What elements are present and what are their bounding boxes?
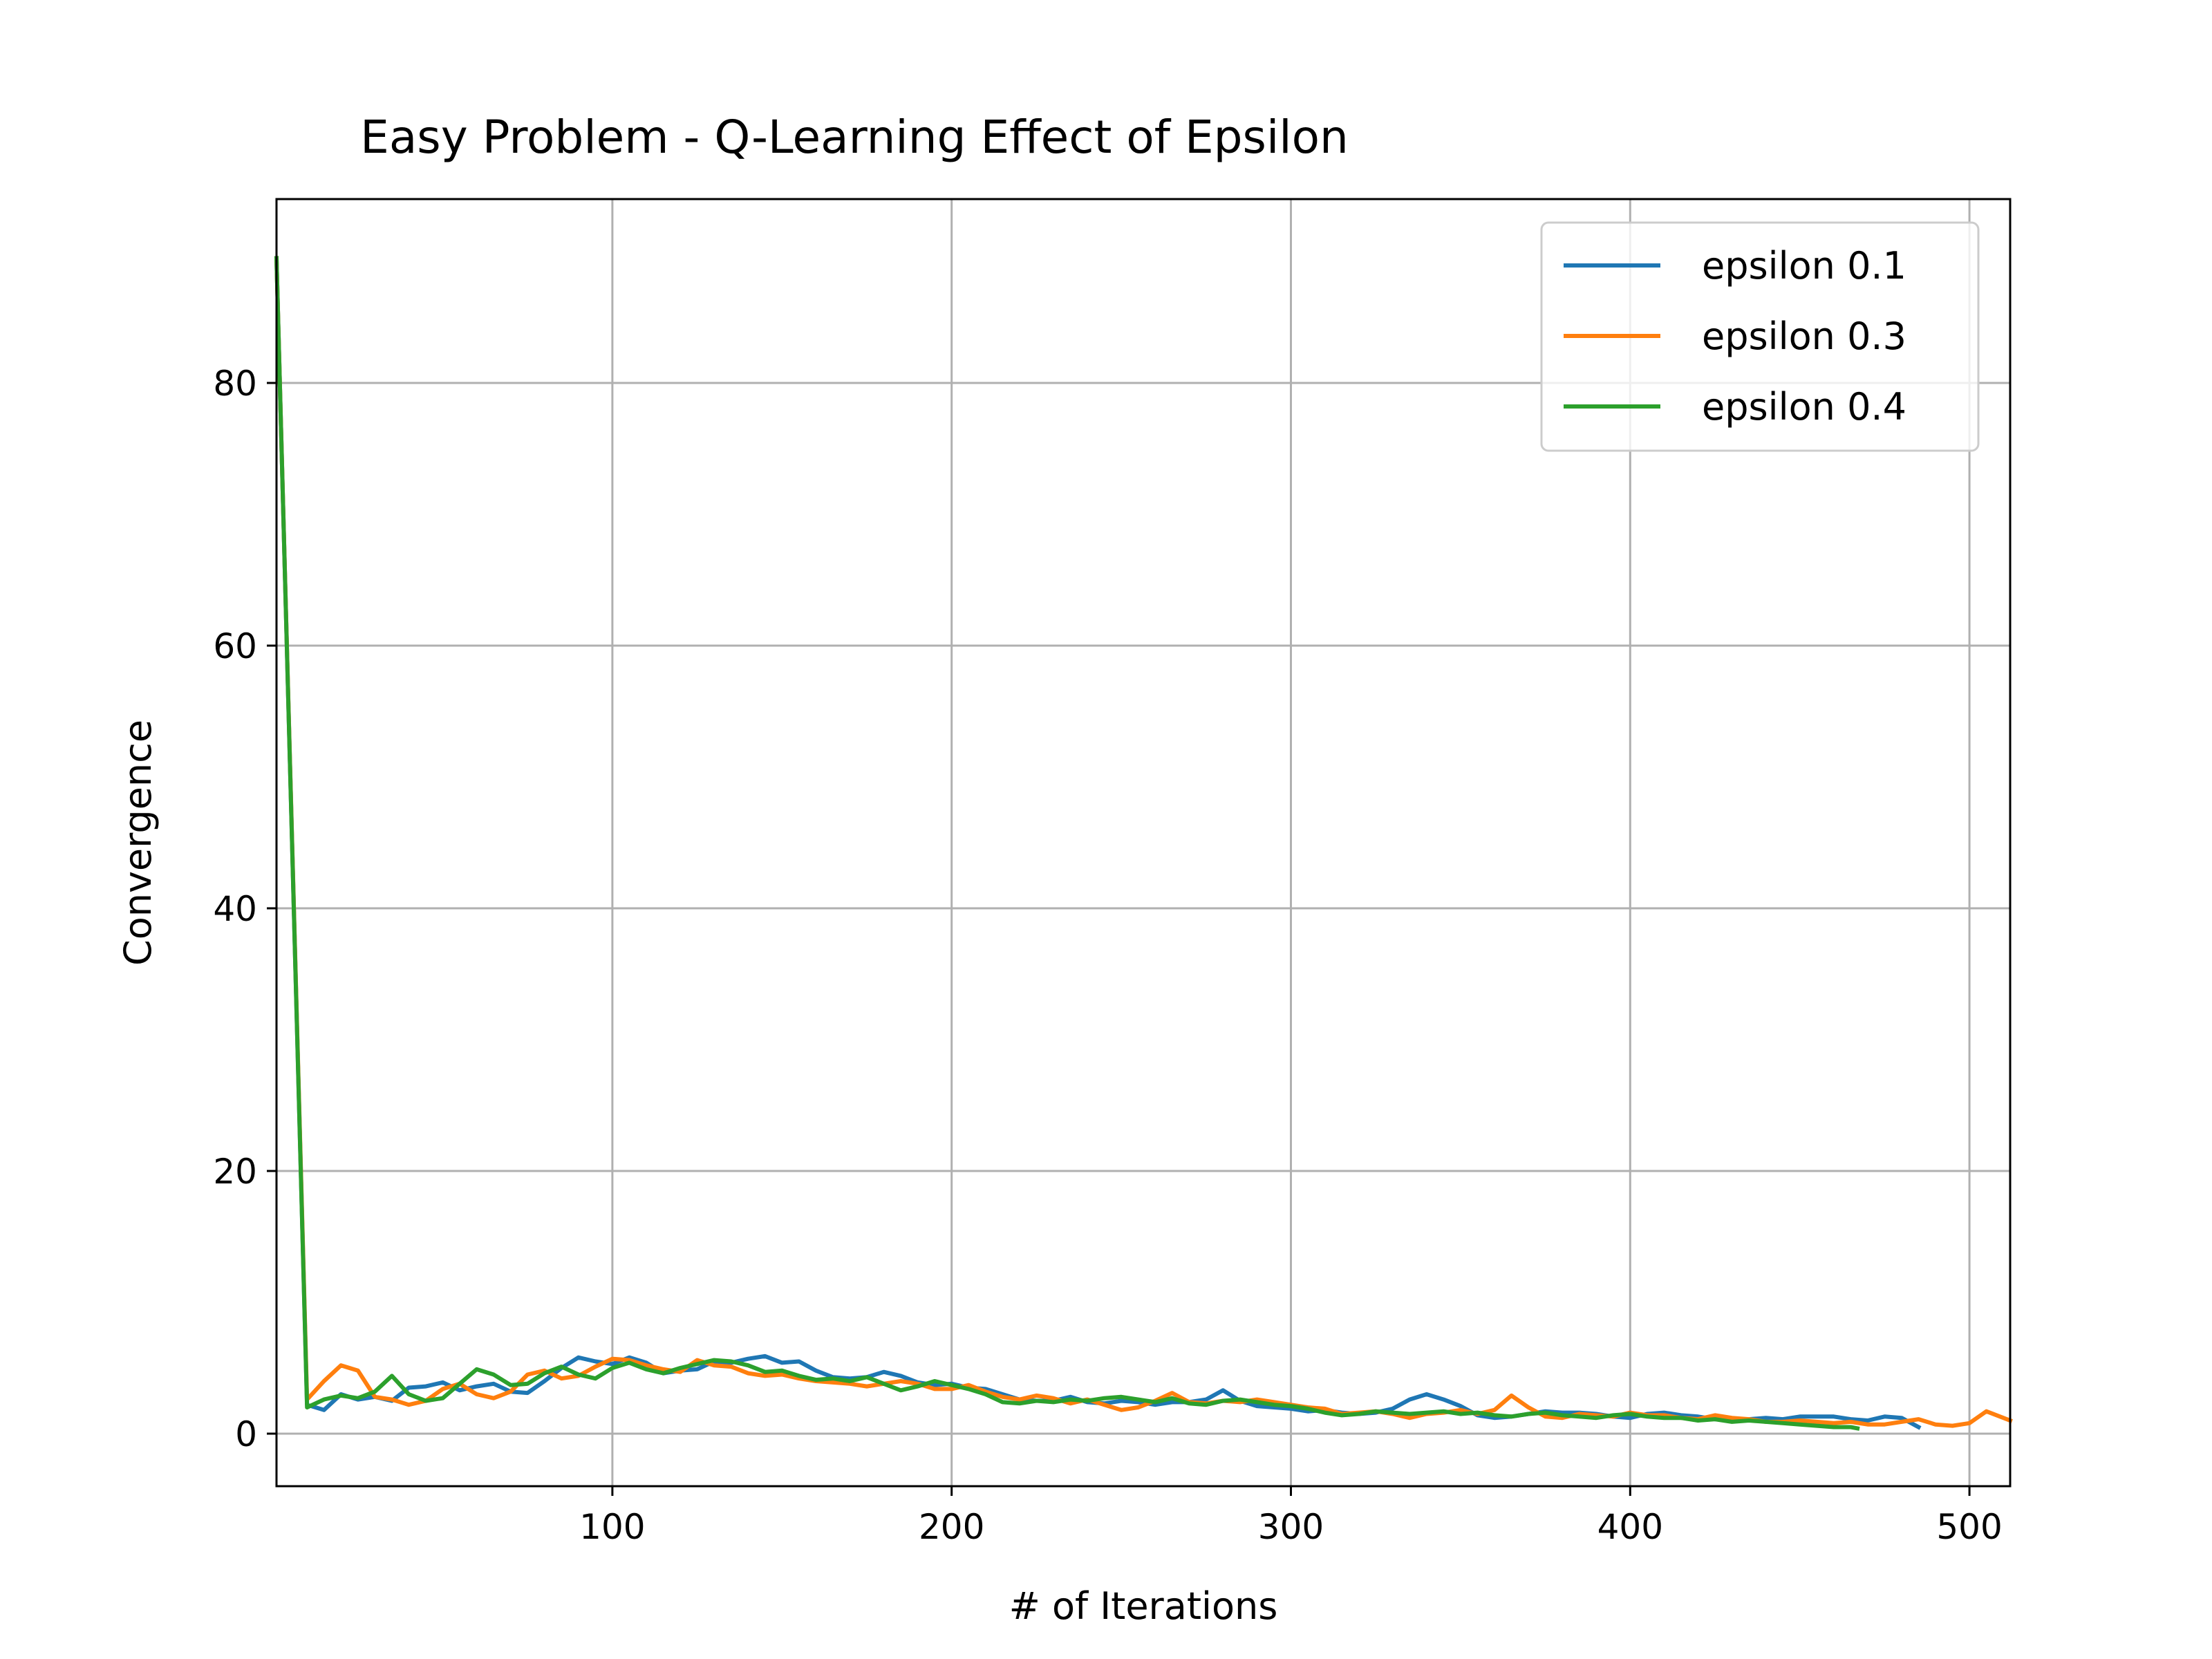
y-tick-label: 60: [213, 626, 257, 666]
y-tick-label: 0: [235, 1414, 257, 1454]
legend-items: epsilon 0.1 epsilon 0.3 epsilon 0.4: [1564, 244, 1906, 429]
x-tick-label: 200: [919, 1507, 984, 1547]
plot-frame: [275, 198, 2012, 1488]
y-tick-label: 20: [213, 1152, 257, 1192]
y-tick-label: 80: [213, 364, 257, 404]
x-axis-ticks: 100 200 300 400 500: [579, 1486, 2003, 1547]
legend: epsilon 0.1 epsilon 0.3 epsilon 0.4: [1540, 221, 1980, 452]
legend-label: epsilon 0.4: [1702, 385, 1906, 429]
y-axis-ticks: 0 20 40 60 80: [213, 364, 276, 1454]
x-tick-label: 500: [1936, 1507, 2002, 1547]
y-tick-label: 40: [213, 889, 257, 929]
x-tick-label: 100: [579, 1507, 645, 1547]
x-tick-label: 400: [1597, 1507, 1663, 1547]
chart-title: Easy Problem - Q-Learning Effect of Epsi…: [360, 111, 1349, 164]
legend-label: epsilon 0.1: [1702, 244, 1906, 288]
legend-box: [1540, 221, 1980, 452]
legend-label: epsilon 0.3: [1702, 315, 1906, 358]
x-axis-title: # of Iterations: [1009, 1584, 1278, 1628]
y-axis-title: Convergence: [116, 720, 160, 966]
series-lines: [274, 256, 2013, 1431]
series-line: [274, 256, 1860, 1431]
x-tick-label: 300: [1258, 1507, 1324, 1547]
